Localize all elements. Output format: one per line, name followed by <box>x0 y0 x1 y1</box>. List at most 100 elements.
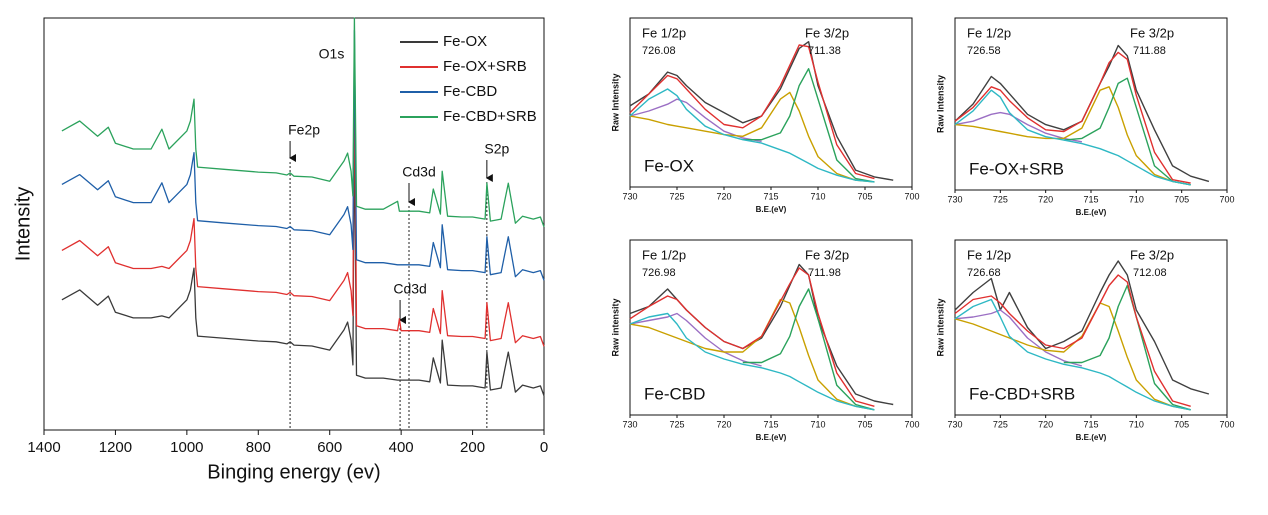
x-tick-label: 700 <box>904 191 919 201</box>
series-line <box>954 260 1210 395</box>
series-line <box>629 263 894 406</box>
sample-label: Fe-OX+SRB <box>969 159 1064 178</box>
x-tick-label: 200 <box>460 439 485 456</box>
x-tick-label: 710 <box>1129 419 1144 429</box>
x-tick-label: 1400 <box>27 439 60 456</box>
series-line <box>629 91 875 183</box>
x-tick-label: 730 <box>947 419 962 429</box>
annotation: O1s <box>319 46 345 62</box>
x-tick-label: 400 <box>389 439 414 456</box>
x-tick-label: 720 <box>716 419 731 429</box>
x-tick-label: 725 <box>669 191 684 201</box>
x-tick-label: 720 <box>716 191 731 201</box>
series-line <box>1063 284 1191 411</box>
series-line <box>61 119 545 397</box>
legend-label: Fe-OX+SRB <box>443 58 527 75</box>
x-tick-label: 710 <box>810 419 825 429</box>
x-tick-label: 1200 <box>99 439 132 456</box>
y-axis-label: Raw Intensity <box>935 75 945 133</box>
x-tick-label: 705 <box>1174 419 1189 429</box>
series-line <box>954 89 1191 186</box>
x-tick-label: 715 <box>763 191 778 201</box>
series-line <box>954 274 1191 407</box>
x-tick-label: 0 <box>540 439 548 456</box>
legend-label: Fe-OX <box>443 33 487 50</box>
series-line <box>954 302 1191 411</box>
x-tick-label: 730 <box>622 419 637 429</box>
annotation: 711.88 <box>1133 45 1166 57</box>
x-axis-label: B.E.(eV) <box>756 433 787 442</box>
annotation: Fe 3/2p <box>805 247 849 262</box>
x-tick-label: 715 <box>763 419 778 429</box>
annotation: Cd3d <box>402 164 435 180</box>
x-tick-label: 710 <box>810 191 825 201</box>
x-tick-label: 715 <box>1083 419 1098 429</box>
x-tick-label: 715 <box>1083 194 1098 204</box>
x-tick-label: 700 <box>1219 419 1234 429</box>
x-tick-label: 725 <box>993 419 1008 429</box>
x-tick-label: 1000 <box>170 439 203 456</box>
x-tick-label: 730 <box>622 191 637 201</box>
series-line <box>629 44 875 180</box>
annotation: 726.68 <box>967 267 1001 279</box>
y-axis-label: Raw Intensity <box>610 73 620 131</box>
plot-frame <box>43 17 545 431</box>
annotation: Fe2p <box>288 122 320 138</box>
annotation: Fe 3/2p <box>1130 25 1174 40</box>
sample-label: Fe-CBD <box>644 384 705 403</box>
sample-label: Fe-CBD+SRB <box>969 384 1075 403</box>
series-line <box>954 86 1191 186</box>
series-line <box>629 41 894 181</box>
series-line <box>954 309 1083 367</box>
annotation: Fe 3/2p <box>1130 247 1174 262</box>
y-axis-label: Intensity <box>12 187 34 261</box>
x-tick-label: 725 <box>993 194 1008 204</box>
annotation: Fe 3/2p <box>805 25 849 40</box>
series-line <box>954 298 1191 411</box>
annotation: S2p <box>484 141 509 157</box>
series-line <box>742 68 875 183</box>
series-line <box>1063 77 1191 186</box>
annotation: 711.98 <box>808 267 841 279</box>
series-line <box>629 88 875 183</box>
x-tick-label: 730 <box>947 194 962 204</box>
x-tick-label: 700 <box>904 419 919 429</box>
x-axis-label: B.E.(eV) <box>756 205 787 214</box>
annotation: Fe 1/2p <box>967 25 1011 40</box>
x-tick-label: 600 <box>317 439 342 456</box>
legend-label: Fe-CBD <box>443 83 497 100</box>
annotation: 726.58 <box>967 45 1001 57</box>
annotation: 726.08 <box>642 45 676 57</box>
annotation: Fe 1/2p <box>642 25 686 40</box>
x-tick-label: 720 <box>1038 194 1053 204</box>
annotation: 726.98 <box>642 267 676 279</box>
x-axis-label: Binging energy (ev) <box>207 461 380 483</box>
x-tick-label: 710 <box>1129 194 1144 204</box>
x-axis-label: B.E.(eV) <box>1076 208 1107 217</box>
x-tick-label: 705 <box>857 419 872 429</box>
series-line <box>629 267 875 407</box>
y-axis-label: Raw intensity <box>935 298 945 356</box>
annotation: 711.38 <box>808 45 841 57</box>
x-tick-label: 725 <box>669 419 684 429</box>
x-tick-label: 800 <box>246 439 271 456</box>
annotation: Cd3d <box>393 281 426 297</box>
x-axis-label: B.E.(eV) <box>1076 433 1107 442</box>
legend-label: Fe-CBD+SRB <box>443 108 537 125</box>
series-line <box>742 288 875 411</box>
series-line <box>954 111 1083 143</box>
x-tick-label: 705 <box>857 191 872 201</box>
annotation: Fe 1/2p <box>642 247 686 262</box>
series-line <box>954 51 1191 184</box>
series-line <box>629 312 762 367</box>
series-line <box>629 312 875 411</box>
x-tick-label: 700 <box>1219 194 1234 204</box>
annotation: Fe 1/2p <box>967 247 1011 262</box>
x-tick-label: 705 <box>1174 194 1189 204</box>
sample-label: Fe-OX <box>644 156 694 175</box>
x-tick-label: 720 <box>1038 419 1053 429</box>
annotation: 712.08 <box>1133 267 1167 279</box>
series-line <box>61 17 545 228</box>
